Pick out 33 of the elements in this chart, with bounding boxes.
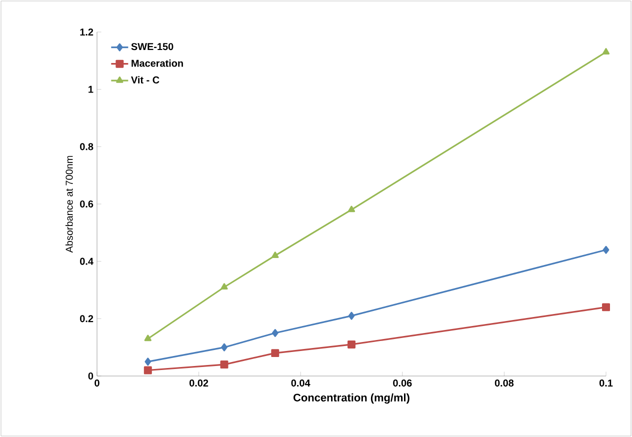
point xyxy=(348,206,356,212)
point xyxy=(348,340,356,348)
point xyxy=(348,312,355,320)
point xyxy=(272,252,279,258)
y-tick-label: 1.2 xyxy=(80,28,94,36)
point xyxy=(144,358,152,366)
point xyxy=(271,349,280,358)
point xyxy=(221,343,228,352)
y-tick-label: 1 xyxy=(88,86,94,93)
x-tick-label: 0.06 xyxy=(393,380,412,387)
y-tick-label: 0.6 xyxy=(80,200,94,208)
x-axis-title: Concentration (mg/ml) xyxy=(294,393,410,404)
point xyxy=(144,334,152,342)
point xyxy=(144,366,152,374)
point xyxy=(602,246,610,254)
x-tick-label: 0 xyxy=(94,380,100,387)
legend-label: Vit - C xyxy=(131,76,160,84)
point xyxy=(220,360,228,369)
y-tick-label: 0 xyxy=(88,372,94,380)
point xyxy=(602,303,610,312)
point xyxy=(602,48,610,54)
y-tick-label: 0.4 xyxy=(80,258,94,265)
point xyxy=(272,329,278,337)
x-tick-label: 0.02 xyxy=(189,380,208,387)
y-axis-title: Absorbance at 700nm xyxy=(65,156,73,253)
y-tick-label: 0.2 xyxy=(80,315,94,322)
y-tick-label: 0.8 xyxy=(80,143,94,150)
point xyxy=(220,283,228,290)
x-tick-label: 0.04 xyxy=(291,380,310,387)
legend-label: Maceration xyxy=(132,59,183,67)
legend-label: SWE-150 xyxy=(131,43,174,50)
x-tick-label: 0.08 xyxy=(494,380,514,387)
x-tick-label: 0.1 xyxy=(599,380,613,387)
